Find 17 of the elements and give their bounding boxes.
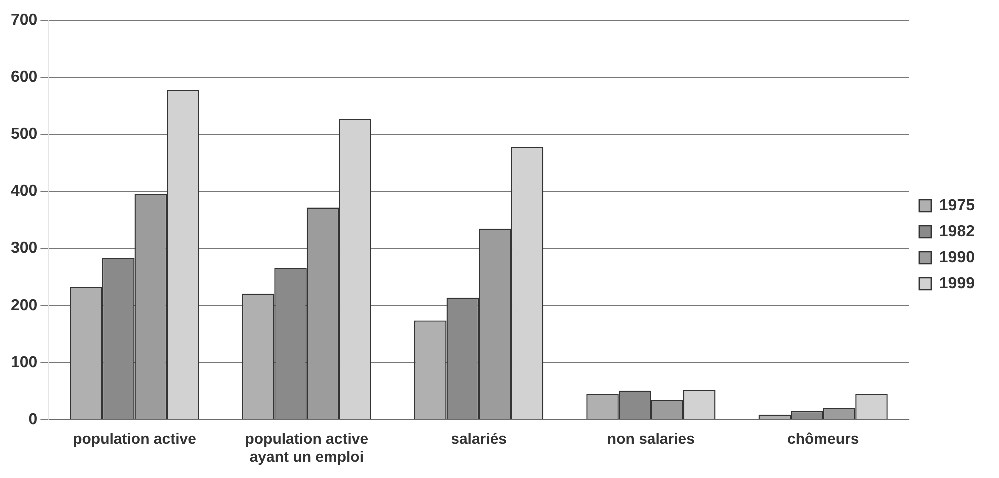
x-tick-label: population active (73, 431, 196, 448)
legend-label: 1982 (939, 223, 976, 240)
x-tick-label: chômeurs (787, 431, 860, 448)
y-tick-label: 200 (10, 297, 38, 314)
y-tick-label: 300 (10, 240, 38, 258)
x-tick-label: non salaries (607, 431, 695, 448)
y-tick-label: 100 (10, 354, 38, 372)
legend-label: 1990 (939, 249, 976, 266)
y-tick-label: 0 (28, 411, 38, 428)
y-tick-label: 400 (10, 183, 38, 200)
x-tick-label: population active ayant un emploi (245, 431, 369, 466)
x-tick-label: salariés (451, 431, 507, 448)
legend-label: 1975 (939, 197, 976, 214)
y-tick-label: 500 (10, 126, 38, 144)
y-tick-label: 700 (10, 12, 38, 30)
y-tick-label: 600 (10, 69, 38, 86)
legend-label: 1999 (939, 275, 976, 292)
